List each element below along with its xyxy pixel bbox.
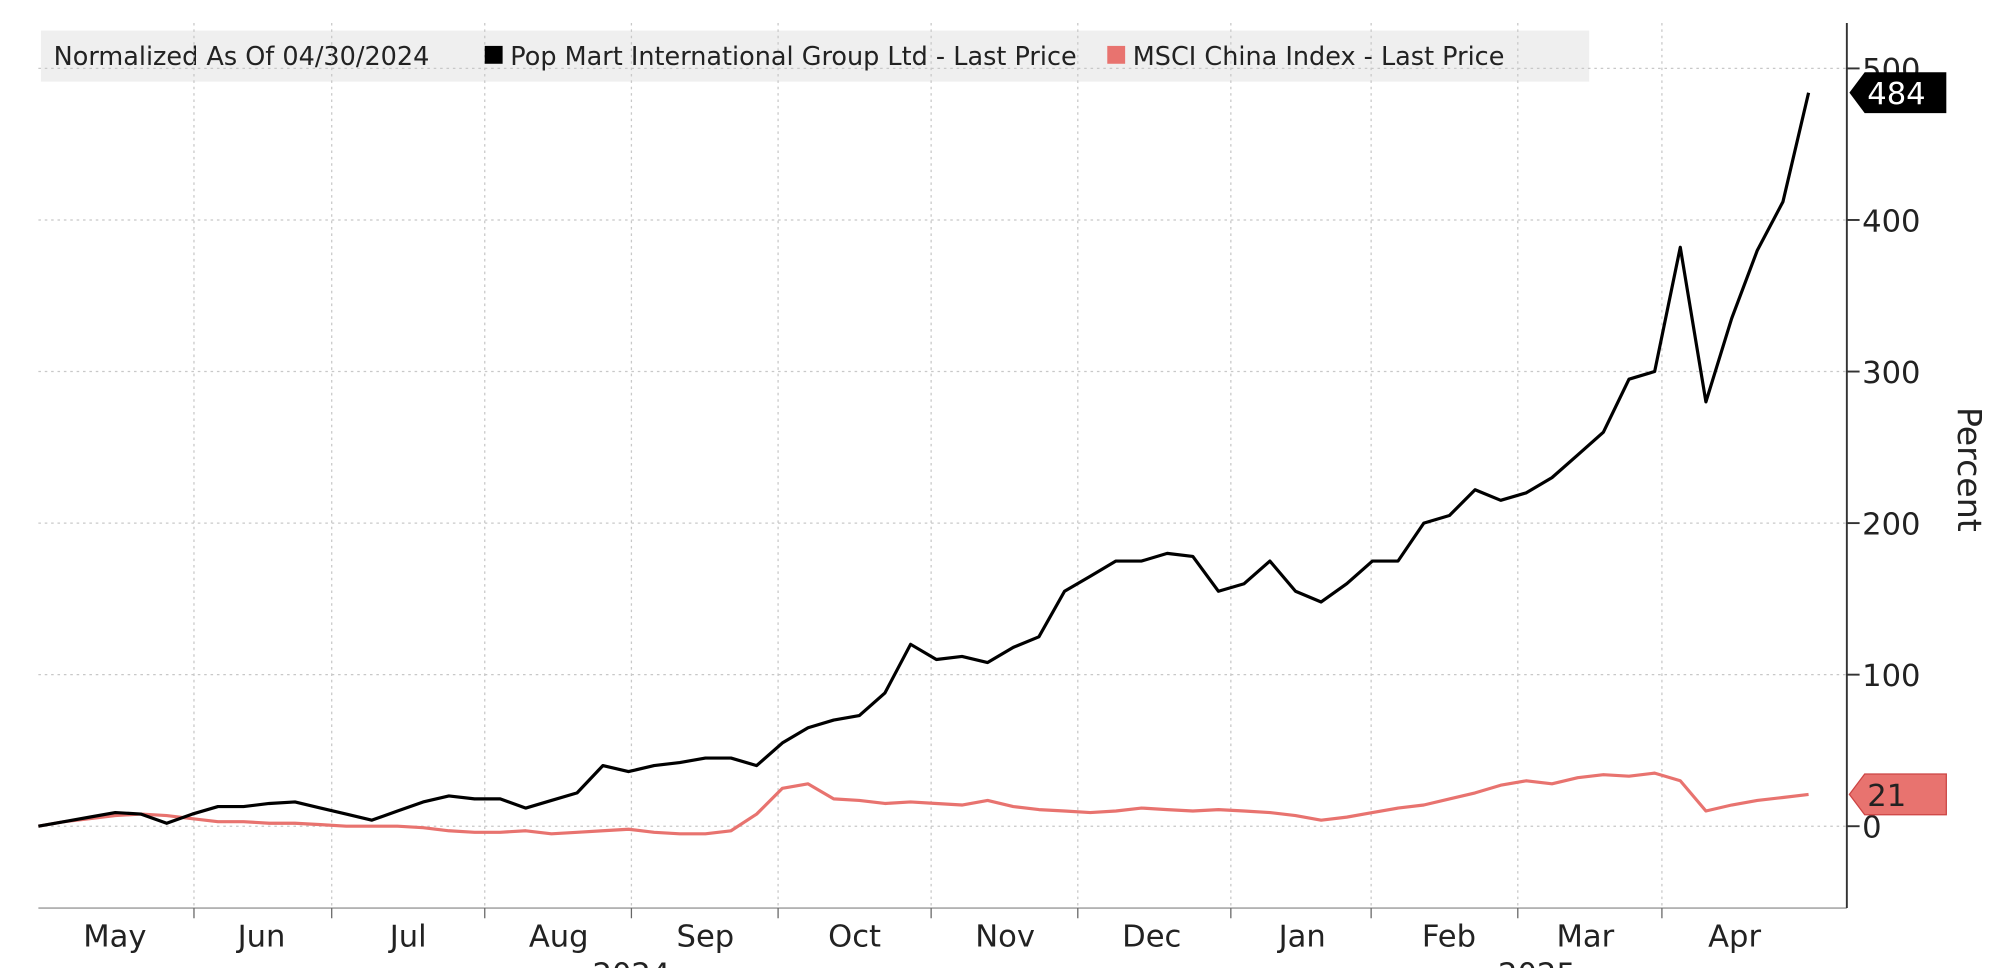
year-label: 2025: [1498, 958, 1576, 968]
y-tick-label: 300: [1862, 356, 1920, 391]
last-value-tag: [1848, 773, 1947, 816]
x-tick-label: Mar: [1557, 919, 1615, 954]
legend-swatch: [1107, 45, 1126, 64]
x-tick-label: Jun: [236, 919, 286, 954]
legend-title: Normalized As Of 04/30/2024: [54, 42, 430, 72]
x-tick-label: Oct: [828, 919, 881, 954]
x-tick-label: Nov: [975, 919, 1035, 954]
x-tick-label: Jan: [1277, 919, 1326, 954]
legend-background: [40, 30, 1590, 82]
x-tick-label: Sep: [677, 919, 735, 954]
x-tick-label: Jul: [388, 919, 427, 954]
series-line: [38, 771, 1809, 836]
x-tick-label: Aug: [529, 919, 589, 954]
y-tick-label: 200: [1862, 508, 1920, 543]
legend-swatch: [484, 45, 503, 64]
y-tick-label: 0: [1862, 811, 1881, 846]
last-value-tag: [1849, 72, 1947, 114]
y-axis-label: Percent: [1950, 407, 1989, 532]
y-tick-label: 400: [1862, 204, 1920, 239]
last-value-label: 484: [1867, 77, 1925, 112]
x-tick-label: Feb: [1422, 919, 1476, 954]
last-value-label: 21: [1867, 779, 1906, 814]
series-line: [38, 92, 1811, 828]
legend-label: Pop Mart International Group Ltd - Last …: [510, 42, 1076, 72]
legend-label: MSCI China Index - Last Price: [1133, 42, 1505, 72]
x-tick-label: May: [83, 919, 146, 954]
y-tick-label: 100: [1862, 659, 1920, 694]
year-label: 2024: [592, 958, 670, 968]
x-tick-label: Apr: [1708, 919, 1761, 954]
x-tick-label: Dec: [1122, 919, 1181, 954]
